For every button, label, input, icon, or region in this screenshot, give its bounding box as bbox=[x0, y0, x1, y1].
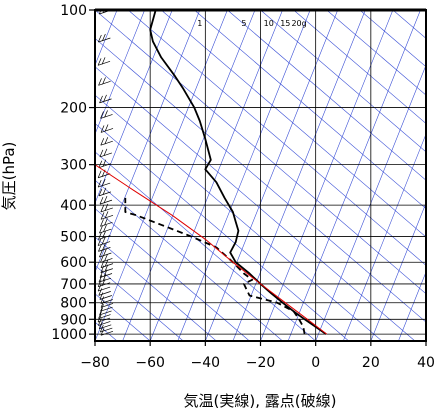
y-tick-label: 600 bbox=[60, 255, 87, 271]
guide-line-adiabat bbox=[95, 123, 349, 341]
guide-line-adiabat bbox=[95, 236, 217, 341]
wind-barb bbox=[100, 300, 114, 308]
guide-lines bbox=[95, 10, 426, 341]
guide-line-adiabat bbox=[95, 37, 426, 323]
wind-barb bbox=[98, 231, 111, 240]
guide-line-adiabat bbox=[95, 264, 184, 341]
wind-barb bbox=[100, 218, 113, 227]
wind-barb bbox=[97, 57, 111, 66]
y-tick-label: 200 bbox=[60, 101, 87, 117]
y-axis-label: 気圧(hPa) bbox=[0, 142, 18, 211]
guide-line-adiabat bbox=[95, 179, 283, 341]
wind-barb bbox=[99, 248, 112, 258]
mixing-ratio-label: 5 bbox=[241, 19, 246, 28]
guide-line-adiabat bbox=[227, 10, 426, 181]
guide-line-isotherm bbox=[315, 64, 426, 341]
wind-barb bbox=[99, 224, 112, 234]
data-series bbox=[95, 10, 328, 335]
wind-barb bbox=[100, 254, 113, 263]
y-tick-label: 800 bbox=[60, 296, 87, 312]
wind-barb bbox=[99, 94, 112, 104]
wind-barb bbox=[100, 137, 113, 146]
guide-line-adiabat bbox=[95, 66, 416, 341]
wind-barb bbox=[98, 77, 111, 86]
y-tick-label: 100 bbox=[60, 3, 87, 19]
y-tick-label: 1000 bbox=[51, 327, 87, 343]
guide-line-adiabat bbox=[260, 10, 426, 153]
wind-barb bbox=[98, 311, 111, 319]
mixing-ratio-labels: 1 5 10 15 20g bbox=[197, 19, 306, 28]
wind-barb bbox=[99, 307, 112, 316]
wind-barb bbox=[98, 321, 112, 330]
dewpoint-line bbox=[124, 197, 306, 335]
guide-line-adiabat bbox=[326, 10, 426, 96]
mixing-ratio-label: 10 bbox=[264, 19, 274, 28]
guide-line-isotherm bbox=[95, 10, 201, 273]
x-axis: −80 −60 −40 −20 0 20 40 bbox=[80, 341, 435, 371]
guide-line-adiabat bbox=[95, 94, 383, 341]
wind-barb bbox=[97, 237, 111, 246]
x-axis-label: 気温(実線), 露点(破線) bbox=[184, 392, 337, 410]
guide-line-isotherm bbox=[232, 10, 366, 341]
y-tick-label: 500 bbox=[60, 230, 87, 246]
wind-barb bbox=[98, 318, 111, 326]
mixing-ratio-label: 15 bbox=[280, 19, 290, 28]
temperature-line bbox=[149, 10, 327, 335]
guide-line-adiabat bbox=[194, 10, 426, 209]
wind-barb bbox=[98, 159, 111, 169]
x-tick-label: 40 bbox=[417, 355, 435, 371]
wind-barb bbox=[98, 187, 112, 197]
x-tick-label: −20 bbox=[246, 355, 276, 371]
guide-line-isotherm bbox=[95, 10, 145, 135]
mixing-ratio-label: 1 bbox=[197, 19, 202, 28]
guide-line-adiabat bbox=[161, 10, 426, 238]
wind-barb bbox=[98, 274, 112, 283]
wind-barb bbox=[100, 328, 114, 336]
guide-line-adiabat bbox=[95, 208, 250, 341]
guide-line-adiabat bbox=[359, 10, 426, 68]
temperature-grid bbox=[95, 10, 426, 341]
mixing-ratio-label: 20g bbox=[291, 19, 306, 28]
guide-line-adiabat bbox=[127, 10, 426, 266]
guide-line-isotherm bbox=[398, 271, 426, 341]
wind-barb bbox=[98, 288, 111, 296]
y-tick-label: 900 bbox=[60, 312, 87, 328]
x-tick-label: −80 bbox=[80, 355, 110, 371]
wind-barb bbox=[99, 148, 112, 158]
x-tick-label: 20 bbox=[362, 355, 380, 371]
guide-line-isotherm bbox=[342, 133, 426, 341]
wind-barb bbox=[100, 211, 114, 220]
wind-barb bbox=[98, 243, 111, 252]
x-tick-label: 0 bbox=[311, 355, 320, 371]
wind-barb bbox=[98, 33, 111, 43]
wind-barb bbox=[97, 178, 111, 188]
guide-line-isotherm bbox=[370, 202, 426, 341]
y-tick-label: 300 bbox=[60, 158, 87, 174]
x-tick-label: −60 bbox=[135, 355, 165, 371]
wind-barb bbox=[100, 110, 113, 119]
wind-barb bbox=[97, 283, 111, 292]
wind-barb bbox=[100, 203, 113, 213]
y-tick-label: 400 bbox=[60, 198, 87, 214]
x-tick-label: −40 bbox=[191, 355, 221, 371]
parcel-line bbox=[95, 164, 328, 335]
guide-line-adiabat bbox=[95, 10, 426, 295]
wind-barb bbox=[100, 124, 114, 133]
guide-line-adiabat bbox=[95, 151, 316, 341]
y-tick-label: 700 bbox=[60, 277, 87, 293]
wind-barb bbox=[99, 292, 112, 300]
wind-barb bbox=[99, 269, 113, 278]
guide-line-isotherm bbox=[177, 10, 311, 341]
guide-line-adiabat bbox=[293, 10, 426, 124]
wind-barb bbox=[100, 304, 113, 312]
wind-barb bbox=[99, 195, 113, 205]
